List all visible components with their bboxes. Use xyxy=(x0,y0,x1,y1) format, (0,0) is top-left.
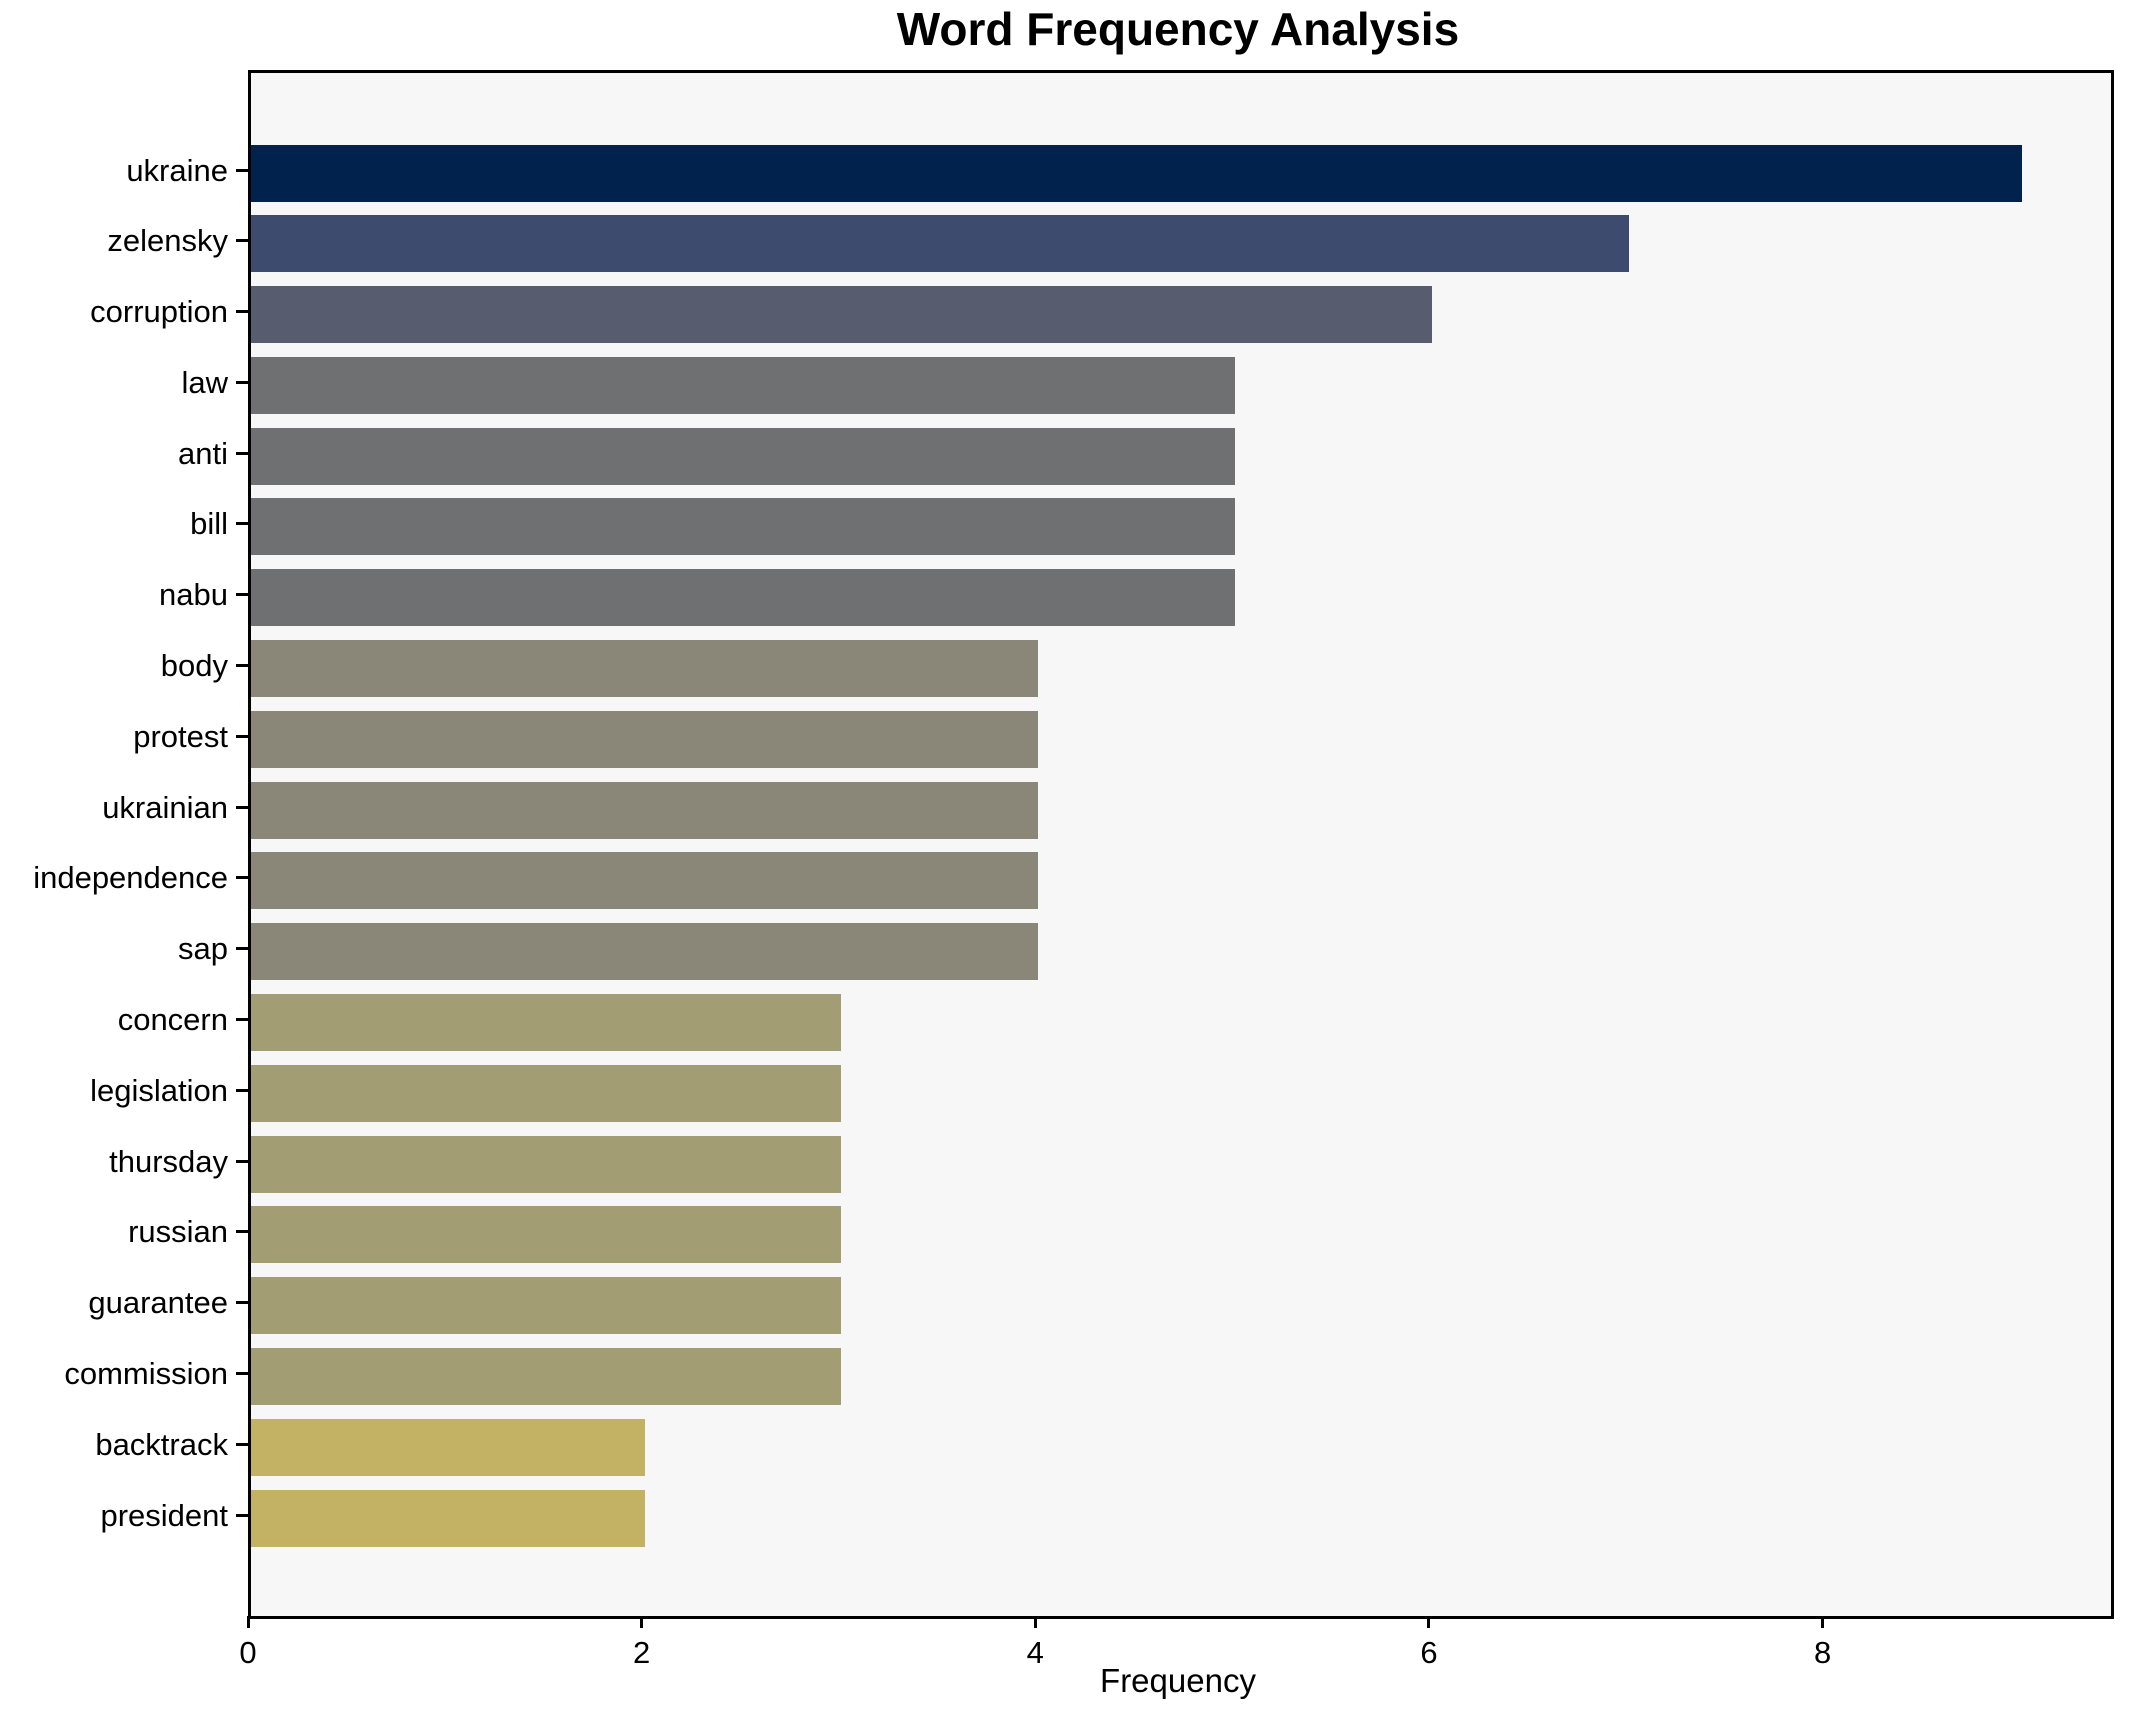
ytick-mark xyxy=(236,168,248,172)
ytick-mark xyxy=(236,1017,248,1021)
ytick-mark xyxy=(236,734,248,738)
ytick-mark xyxy=(236,1159,248,1163)
xtick-label-2: 2 xyxy=(633,1635,651,1670)
bar-guarantee xyxy=(251,1277,842,1335)
ytick-label-thursday: thursday xyxy=(109,1143,228,1179)
ytick-mark xyxy=(236,805,248,809)
ytick-mark xyxy=(236,239,248,243)
ytick-label-guarantee: guarantee xyxy=(88,1285,228,1321)
ytick-mark xyxy=(236,876,248,880)
ytick-mark xyxy=(236,522,248,526)
ytick-label-independence: independence xyxy=(33,860,228,896)
bar-zelensky xyxy=(251,215,1629,273)
bar-law xyxy=(251,356,1236,414)
ytick-label-concern: concern xyxy=(117,1001,228,1037)
ytick-mark xyxy=(236,664,248,668)
xtick-mark xyxy=(640,1616,644,1628)
bar-russian xyxy=(251,1206,842,1264)
ytick-label-nabu: nabu xyxy=(159,577,228,613)
bar-corruption xyxy=(251,286,1432,344)
bar-ukrainian xyxy=(251,781,1039,839)
chart-title: Word Frequency Analysis xyxy=(896,3,1460,55)
ytick-label-anti: anti xyxy=(178,435,228,471)
ytick-mark xyxy=(236,1442,248,1446)
bar-protest xyxy=(251,710,1039,768)
ytick-label-body: body xyxy=(160,648,228,684)
plot-area xyxy=(248,70,2114,1619)
xtick-mark xyxy=(246,1616,250,1628)
ytick-label-sap: sap xyxy=(178,931,228,967)
ytick-label-ukrainian: ukrainian xyxy=(102,789,228,825)
ytick-label-ukraine: ukraine xyxy=(126,152,228,188)
bar-independence xyxy=(251,852,1039,910)
bar-concern xyxy=(251,993,842,1051)
bar-body xyxy=(251,640,1039,698)
ytick-label-law: law xyxy=(181,364,228,400)
xtick-label-6: 6 xyxy=(1420,1635,1438,1670)
xtick-mark xyxy=(1821,1616,1825,1628)
ytick-mark xyxy=(236,1230,248,1234)
bar-thursday xyxy=(251,1135,842,1193)
ytick-label-zelensky: zelensky xyxy=(107,223,228,259)
ytick-label-protest: protest xyxy=(133,718,228,754)
ytick-mark xyxy=(236,947,248,951)
xtick-label-0: 0 xyxy=(239,1635,257,1670)
bar-president xyxy=(251,1489,645,1547)
xtick-label-4: 4 xyxy=(1026,1635,1044,1670)
ytick-label-commission: commission xyxy=(64,1355,228,1391)
bar-legislation xyxy=(251,1064,842,1122)
ytick-label-corruption: corruption xyxy=(90,294,228,330)
ytick-label-legislation: legislation xyxy=(90,1072,228,1108)
xtick-label-8: 8 xyxy=(1813,1635,1832,1670)
bar-anti xyxy=(251,427,1236,485)
ytick-label-backtrack: backtrack xyxy=(95,1426,228,1462)
bar-bill xyxy=(251,498,1236,556)
ytick-label-russian: russian xyxy=(128,1214,228,1250)
ytick-mark xyxy=(236,1371,248,1375)
bar-commission xyxy=(251,1347,842,1405)
bar-nabu xyxy=(251,569,1236,627)
x-axis-label: Frequency xyxy=(1100,1662,1256,1699)
ytick-mark xyxy=(236,1088,248,1092)
ytick-mark xyxy=(236,310,248,314)
bar-sap xyxy=(251,923,1039,981)
ytick-label-president: president xyxy=(100,1497,228,1533)
ytick-mark xyxy=(236,593,248,597)
xtick-mark xyxy=(1033,1616,1037,1628)
ytick-mark xyxy=(236,451,248,455)
ytick-mark xyxy=(236,1513,248,1517)
bar-backtrack xyxy=(251,1418,645,1476)
bar-ukraine xyxy=(251,144,2023,202)
ytick-mark xyxy=(236,380,248,384)
xtick-mark xyxy=(1427,1616,1431,1628)
ytick-mark xyxy=(236,1301,248,1305)
ytick-label-bill: bill xyxy=(190,506,228,542)
